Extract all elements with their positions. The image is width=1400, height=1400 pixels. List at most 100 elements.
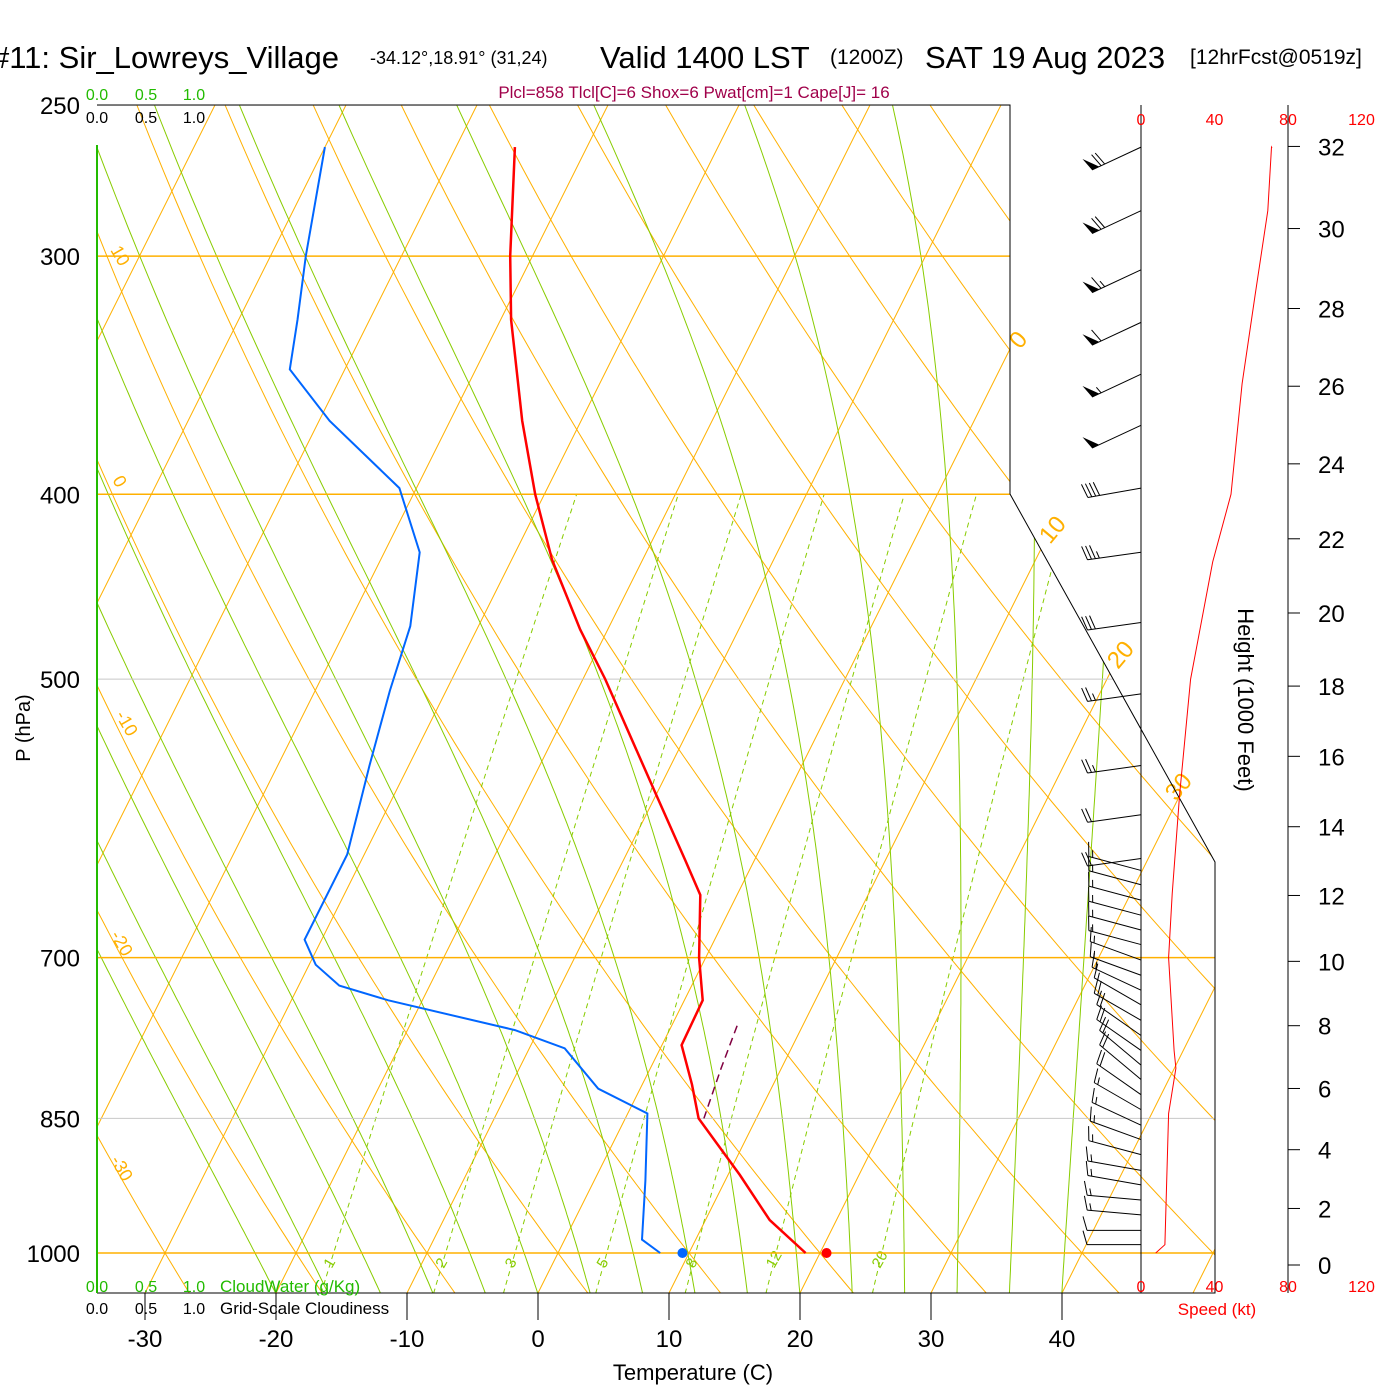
isotherm-line xyxy=(799,105,1215,1293)
isotherm-line xyxy=(275,105,871,1293)
barb-staff xyxy=(1087,693,1142,702)
barb-staff xyxy=(1088,900,1142,916)
barb-half-feather xyxy=(1092,765,1096,773)
barb-feather xyxy=(1081,687,1088,702)
moist-adiabat-line xyxy=(338,105,748,1293)
barb-staff xyxy=(1091,321,1142,346)
pressure-tick-label: 250 xyxy=(40,93,80,120)
dry-adiabat-line xyxy=(646,105,1215,1293)
barb-half-feather xyxy=(1089,1188,1092,1196)
temperature-line xyxy=(508,147,807,1254)
title-date: SAT 19 Aug 2023 xyxy=(925,40,1165,75)
dry-adiabat-line xyxy=(97,105,589,1293)
barb-staff xyxy=(1091,373,1142,398)
mixing-ratio-line xyxy=(684,494,905,1293)
speed-tick-top: 0 xyxy=(1137,112,1146,129)
dry-adiabat-line xyxy=(97,105,722,1293)
cloudwater-tick-top: 1.0 xyxy=(183,87,205,104)
speed-tick-top: 40 xyxy=(1206,112,1224,129)
barb-feather xyxy=(1083,1180,1088,1196)
barb-staff xyxy=(1091,424,1142,449)
barb-staff xyxy=(1087,814,1142,823)
dry-adiabat-line xyxy=(1343,71,1400,1293)
mixing-ratio-label: 3 xyxy=(502,1255,521,1271)
barb-feather xyxy=(1089,942,1092,957)
plot-frame: 2503004005007008501000100-10-20-30010203… xyxy=(27,87,1375,1353)
wind-barb xyxy=(1096,1049,1142,1096)
wind-barb xyxy=(1082,373,1142,398)
isotherm-line xyxy=(406,105,1002,1293)
barb-feather xyxy=(1091,217,1102,230)
wind-barb xyxy=(1091,952,1142,991)
barb-staff xyxy=(1088,885,1142,901)
barb-staff xyxy=(1087,858,1142,867)
barb-staff xyxy=(1091,966,1142,991)
dry-adiabat-line xyxy=(384,105,1215,1293)
barb-feather xyxy=(1082,1216,1088,1231)
x-tick-label: -30 xyxy=(128,1326,163,1353)
cloudwater-label: CloudWater (g/Kg) xyxy=(220,1277,360,1296)
pressure-tick-label: 400 xyxy=(40,482,80,509)
height-tick-label: 16 xyxy=(1318,744,1345,771)
parcel-line xyxy=(703,1025,738,1119)
wind-barb xyxy=(1093,979,1142,1021)
barb-staff xyxy=(1088,1140,1142,1156)
isotherm-line xyxy=(97,105,216,1293)
wind-barb xyxy=(1088,841,1142,871)
title-zulu: (1200Z) xyxy=(830,46,904,69)
mixing-ratio-label: 2 xyxy=(432,1255,451,1271)
background-grid: 1 2 3 5 8 12 20 xyxy=(97,71,1400,1293)
isotherm-label-left: -20 xyxy=(107,927,137,960)
barb-feather xyxy=(1099,992,1106,1007)
height-tick-label: 30 xyxy=(1318,217,1345,244)
pressure-tick-label: 300 xyxy=(40,244,80,271)
barb-staff xyxy=(1087,487,1142,498)
barb-feather xyxy=(1091,952,1095,968)
x-axis-label: Temperature (C) xyxy=(613,1360,773,1385)
cloudiness-tick-top: 1.0 xyxy=(183,110,205,127)
height-tick-label: 26 xyxy=(1318,374,1345,401)
barb-staff xyxy=(1088,855,1142,871)
barb-feather xyxy=(1099,1031,1107,1046)
x-tick-label: -10 xyxy=(390,1326,425,1353)
cloudwater-tick-top: 0.0 xyxy=(86,87,108,104)
barb-feather xyxy=(1088,482,1097,497)
barb-feather xyxy=(1083,1195,1088,1211)
height-tick-label: 14 xyxy=(1318,815,1345,842)
barb-feather xyxy=(1096,990,1102,1005)
moist-adiabat-line xyxy=(456,105,801,1293)
cloudiness-tick-bottom: 1.0 xyxy=(183,1301,205,1318)
wind-barb xyxy=(1082,1230,1141,1246)
wind-barb xyxy=(1085,1146,1142,1171)
moist-adiabat-line xyxy=(97,105,539,1293)
mixing-ratio-line xyxy=(433,494,679,1293)
title-coords: -34.12°,18.91° (31,24) xyxy=(370,48,548,68)
title-station: #11: Sir_Lowreys_Village xyxy=(0,40,339,75)
cloudwater-tick-bottom: 0.0 xyxy=(86,1279,108,1296)
barb-staff xyxy=(1090,1120,1142,1141)
isotherm-line xyxy=(1061,105,1215,1293)
dry-adiabat-line xyxy=(210,105,987,1293)
barb-feather xyxy=(1094,152,1106,165)
moist-adiabat-line xyxy=(97,105,329,1293)
isotherm-line xyxy=(668,105,1215,1293)
indices-text: Plcl=858 Tlcl[C]=6 Shox=6 Pwat[cm]=1 Cap… xyxy=(498,83,889,102)
barb-half-feather xyxy=(1093,935,1096,943)
mixing-ratio-line xyxy=(871,494,1072,1293)
barb-feather xyxy=(1085,758,1092,773)
isotherm-label-left: -30 xyxy=(107,1152,137,1185)
title-valid: Valid 1400 LST xyxy=(600,40,810,75)
cloudiness-tick-bottom: 0.0 xyxy=(86,1301,108,1318)
isotherm-label-right: 10 xyxy=(1034,511,1072,549)
wind-barb xyxy=(1088,886,1142,916)
x-tick-label: 20 xyxy=(787,1326,814,1353)
moist-adiabat-line xyxy=(744,105,906,1293)
dry-adiabat-line xyxy=(297,105,1120,1293)
x-tick-label: 10 xyxy=(656,1326,683,1353)
barb-feather xyxy=(1094,216,1106,228)
barb-staff xyxy=(1091,269,1142,294)
wind-barb xyxy=(1093,1068,1142,1111)
isotherm-line xyxy=(97,105,347,1293)
cloudwater-tick-bottom: 1.0 xyxy=(183,1279,205,1296)
